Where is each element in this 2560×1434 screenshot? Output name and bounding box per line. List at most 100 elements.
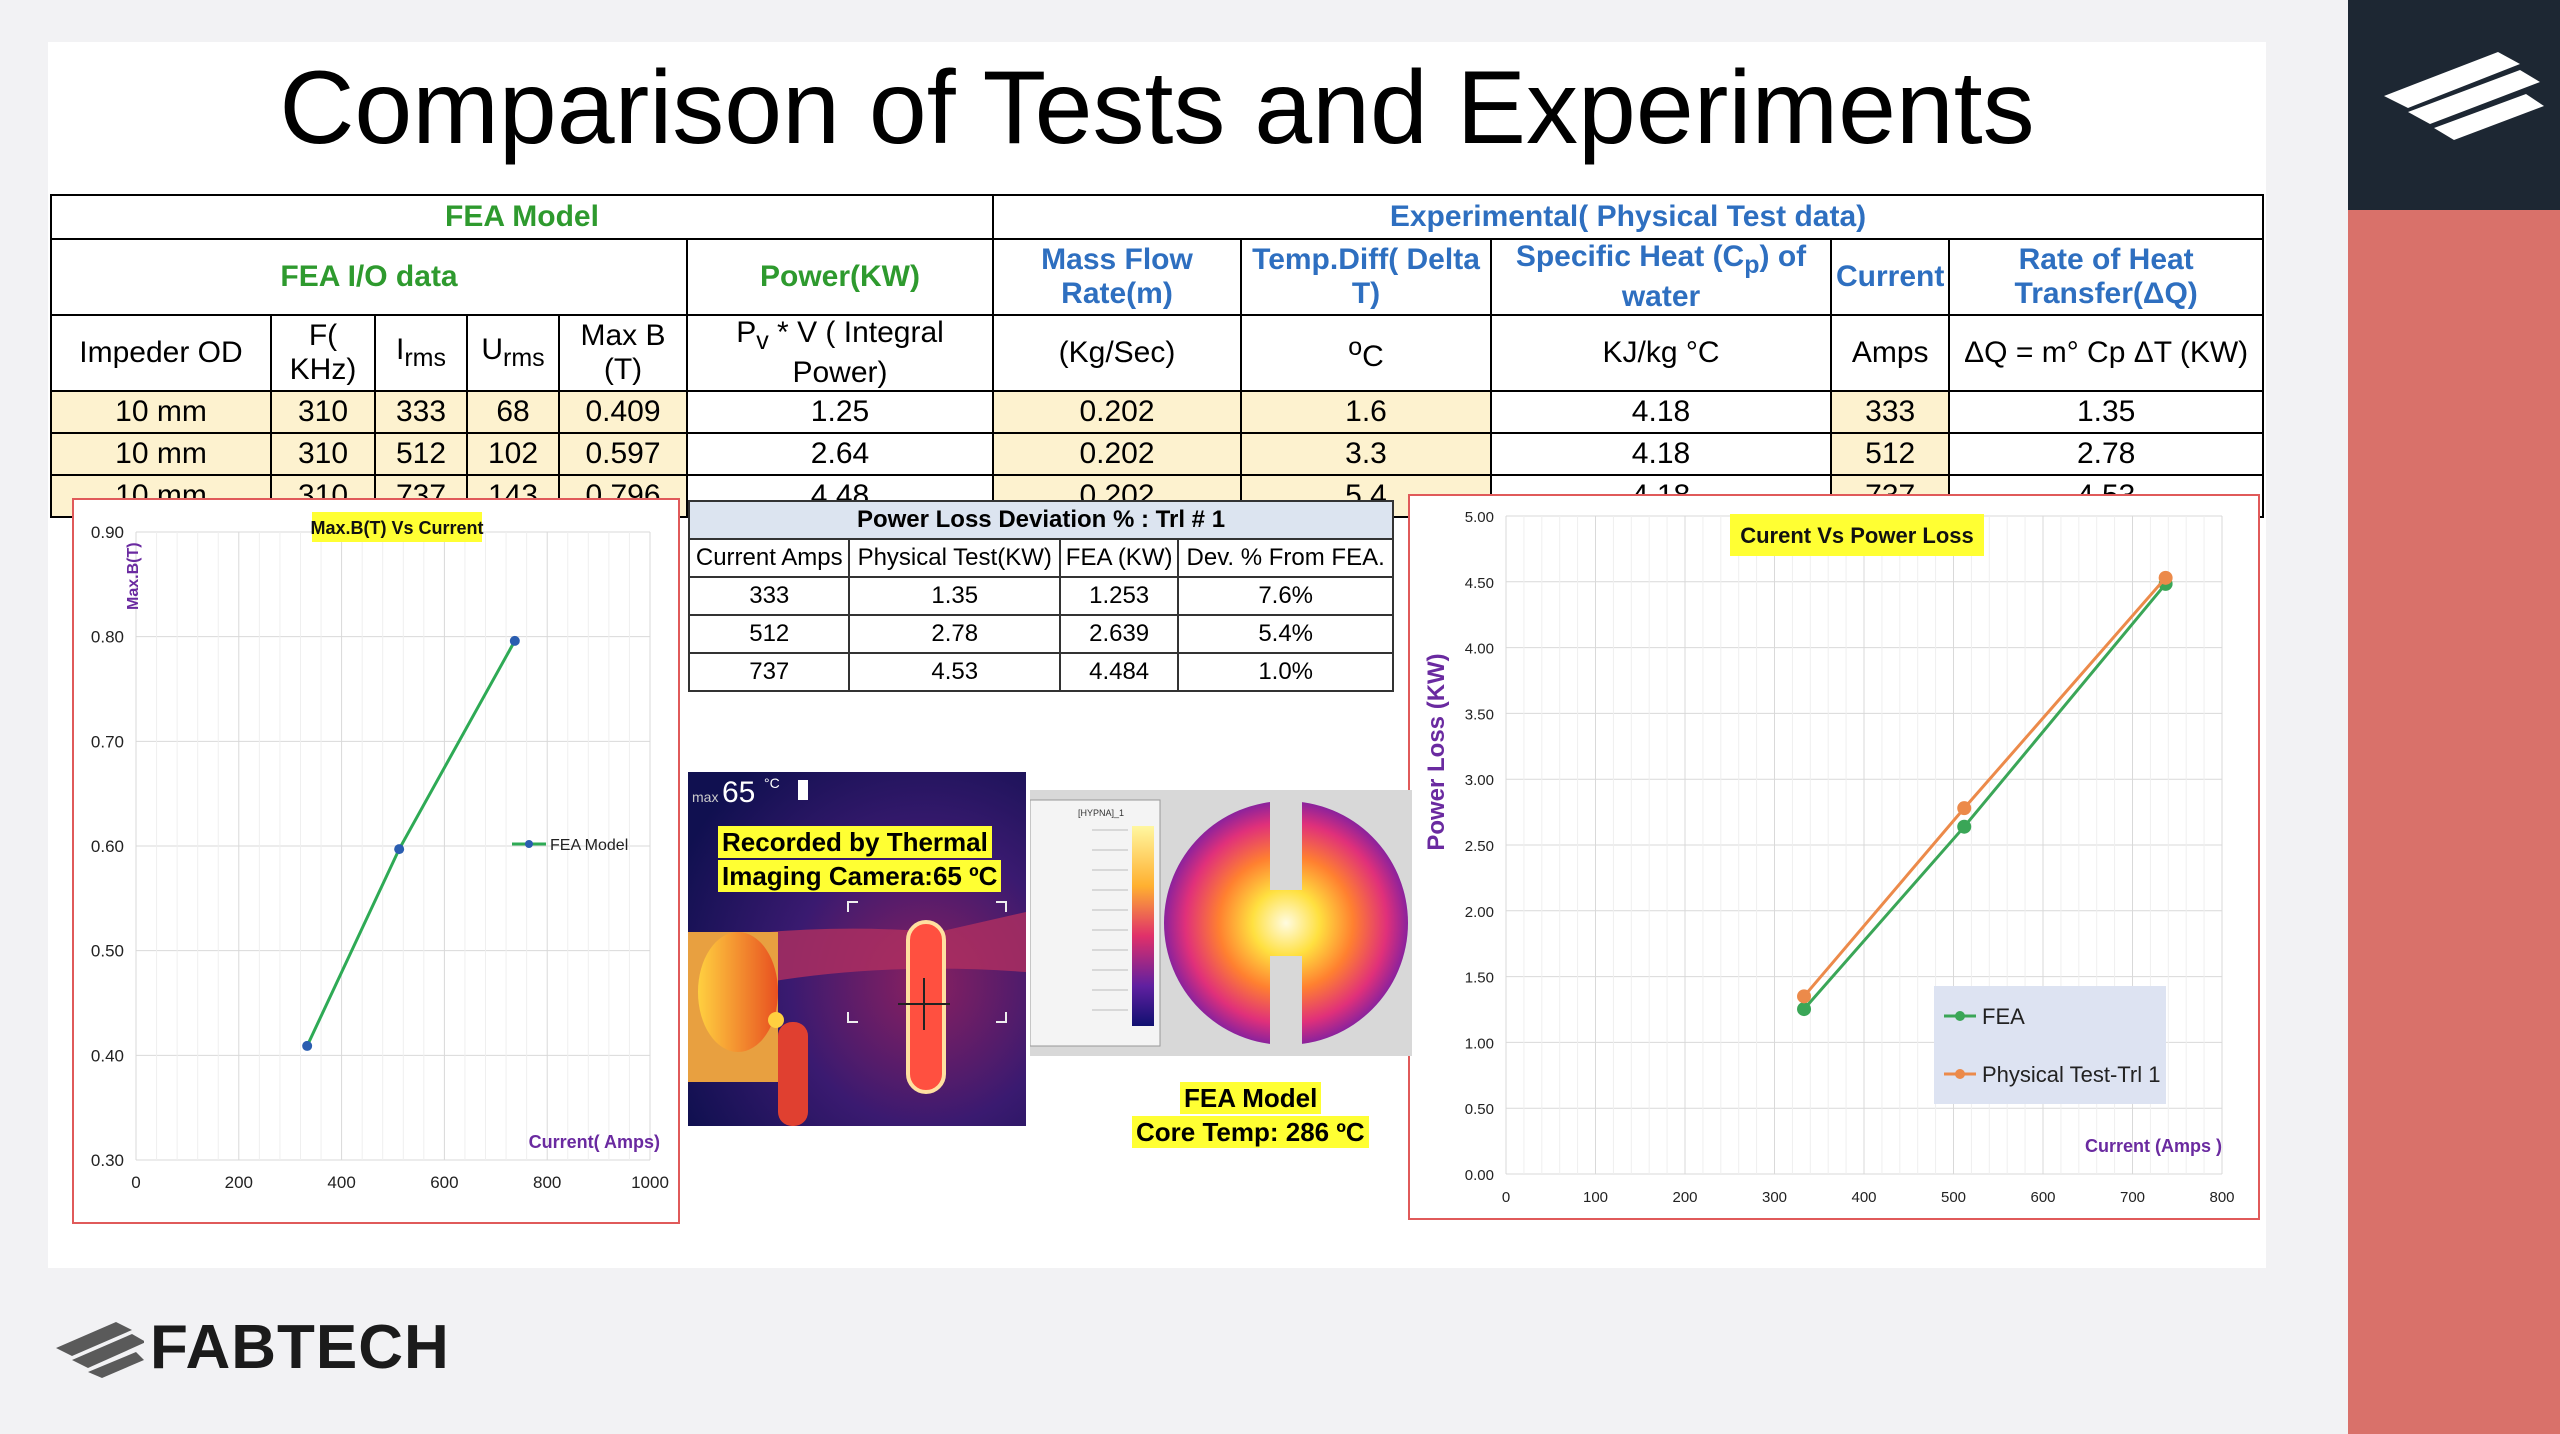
deviation-title-row: Power Loss Deviation % : Trl # 1 (688, 500, 1394, 540)
dev-cell: 2.78 (848, 614, 1061, 654)
cell-amps: 512 (1829, 432, 1951, 476)
power-loss-chart-panel: 0 100 200 300 400 500 600 700 800 0.00 0.50 1.00 1.5… (1408, 494, 2260, 1220)
dev-cell: 4.53 (848, 652, 1061, 692)
data-point (394, 844, 405, 855)
x-axis-label: Current( Amps) (529, 1132, 660, 1152)
data-point (302, 1040, 313, 1051)
chart-title: Max.B(T) Vs Current (310, 518, 483, 538)
table-row: 737 4.53 4.484 1.0% (687, 652, 1394, 692)
x-tick-label: 400 (327, 1173, 355, 1192)
legend-label: Physical Test-Trl 1 (1982, 1062, 2161, 1087)
logo-panel (2348, 0, 2560, 210)
deviation-table: Power Loss Deviation % : Trl # 1 Current… (687, 500, 1394, 692)
dev-cell: 5.4% (1177, 614, 1394, 654)
y-tick-label: 0.60 (91, 837, 124, 856)
data-point (2158, 570, 2173, 585)
col-integral-power: Pv * V ( Integral Power) (686, 314, 994, 392)
cell-power: 1.25 (686, 390, 994, 434)
dev-col-deviation: Dev. % From FEA. (1177, 538, 1394, 578)
legend-box (1934, 986, 2166, 1104)
data-point (509, 635, 520, 646)
deviation-header-row: Current Amps Physical Test(KW) FEA (KW) … (687, 538, 1394, 578)
x-tick-label: 400 (1851, 1189, 1876, 1206)
y-axis-label: Power Loss (KW) (1423, 653, 1450, 850)
dev-col-fea: FEA (KW) (1058, 538, 1180, 578)
data-point (1797, 989, 1812, 1004)
x-tick-label: 800 (2209, 1189, 2234, 1206)
cell-mass: 0.202 (992, 432, 1242, 476)
cell-od: 10 mm (50, 432, 272, 476)
y-tick-label: 0.00 (1465, 1167, 1494, 1184)
chart-title-bg (312, 512, 482, 542)
cell-od: 10 mm (50, 390, 272, 434)
thermal-temp-unit: °C (764, 775, 780, 791)
col-urms: Urms (466, 314, 560, 392)
col-impeder-od: Impeder OD (50, 314, 272, 392)
fea-io-header: FEA I/O data (50, 238, 688, 316)
y-tick-label: 1.00 (1465, 1035, 1494, 1052)
dev-cell: 1.35 (848, 576, 1061, 616)
y-tick-label: 0.50 (91, 942, 124, 961)
dev-cell: 4.484 (1058, 652, 1180, 692)
y-tick-label: 0.80 (91, 628, 124, 647)
dev-cell: 737 (687, 652, 851, 692)
cell-power: 2.64 (686, 432, 994, 476)
col-cp-unit: KJ/kg °C (1490, 314, 1832, 392)
dev-cell: 333 (687, 576, 851, 616)
battery-icon (798, 780, 808, 800)
data-point (1957, 819, 1972, 834)
data-point (1797, 1002, 1812, 1017)
y-tick-label: 0.40 (91, 1046, 124, 1065)
cell-maxb: 0.597 (558, 432, 688, 476)
cell-cp: 4.18 (1490, 390, 1832, 434)
experimental-header: Experimental( Physical Test data) (992, 194, 2264, 240)
col-formula: ΔQ = m° Cp ΔT (KW) (1948, 314, 2264, 392)
thermal-temp-value: 65 (722, 776, 755, 809)
series-line-0 (305, 640, 517, 1047)
col-mass-unit: (Kg/Sec) (992, 314, 1242, 392)
thermal-max-label: max (692, 789, 718, 805)
cell-dq: 1.35 (1948, 390, 2264, 434)
right-accent-panel (2348, 0, 2560, 1434)
cell-cp: 4.18 (1490, 432, 1832, 476)
table-header-row: FEA Model Experimental( Physical Test da… (50, 194, 2264, 240)
dev-cell: 512 (687, 614, 851, 654)
dev-cell: 1.0% (1177, 652, 1394, 692)
page-title: Comparison of Tests and Experiments (279, 50, 2035, 166)
legend-marker (1955, 1069, 1965, 1079)
table-column-row: Impeder OD F( KHz) Irms Urms Max B (T) P… (50, 314, 2264, 392)
fea-model-image: [HYPNA]_1 (1029, 790, 1412, 1056)
table-row: 512 2.78 2.639 5.4% (687, 614, 1394, 654)
chart-title: Curent Vs Power Loss (1740, 523, 1974, 548)
chart-title-bg (1730, 514, 1984, 556)
x-tick-label: 100 (1583, 1189, 1608, 1206)
col-amps: Amps (1829, 314, 1951, 392)
cell-mass: 0.202 (992, 390, 1242, 434)
maxb-chart-panel: 0 200 400 600 800 1000 0.30 0.40 0.50 0.60 0.70 0.8… (72, 498, 680, 1224)
dev-cell: 7.6% (1177, 576, 1394, 616)
cell-f: 310 (270, 390, 376, 434)
x-tick-label: 600 (2030, 1189, 2055, 1206)
temp-diff-header: Temp.Diff( Delta T) (1240, 238, 1492, 316)
legend-label: FEA Model (550, 837, 628, 854)
legend-marker (1955, 1011, 1965, 1021)
cell-irms: 512 (374, 432, 468, 476)
dev-col-current: Current Amps (687, 538, 851, 578)
cell-dq: 2.78 (1948, 432, 2264, 476)
y-tick-label: 0.30 (91, 1151, 124, 1170)
table-row: 10 mm 310 333 68 0.409 1.25 0.202 1.6 4.… (50, 390, 2264, 434)
current-header: Current (1829, 238, 1951, 316)
x-tick-label: 0 (1502, 1189, 1510, 1206)
y-tick-label: 4.50 (1465, 575, 1494, 592)
fea-legend-title: [HYPNA]_1 (1078, 808, 1124, 818)
x-tick-label: 700 (2120, 1189, 2145, 1206)
fea-caption-line1: FEA Model (1180, 1082, 1322, 1114)
thermal-caption-line2: Imaging Camera:65 ºC (718, 860, 1002, 892)
cell-urms: 102 (466, 432, 560, 476)
fabtech-wordmark: FABTECH (150, 1313, 450, 1382)
cell-urms: 68 (466, 390, 560, 434)
x-tick-label: 300 (1762, 1189, 1787, 1206)
power-header: Power(KW) (686, 238, 994, 316)
x-tick-label: 500 (1941, 1189, 1966, 1206)
current-vs-power-loss-chart: 0 100 200 300 400 500 600 700 800 0.00 0.50 1.00 1.5… (1423, 509, 2235, 1206)
